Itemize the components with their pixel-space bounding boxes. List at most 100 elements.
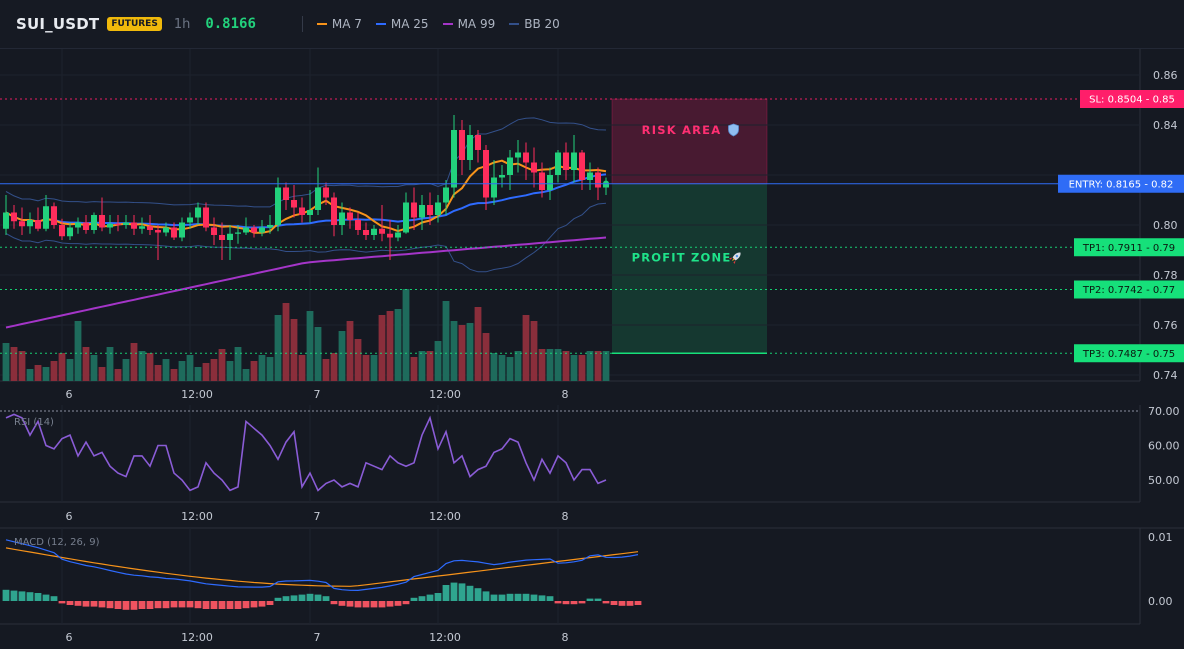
volume-bar [426,351,434,381]
candle-body [107,223,113,228]
candle-body [555,152,561,175]
macd-histogram-bar [34,593,42,601]
candle-body [467,135,473,160]
volume-bar [522,315,530,381]
symbol-name[interactable]: SUI_USDT [16,15,100,33]
candle-body [427,205,433,215]
macd-histogram-bar [578,601,586,604]
macd-histogram-bar [370,601,378,608]
candle-body [187,217,193,223]
candle-body [355,220,361,230]
volume-bar [314,327,322,381]
shield-icon [728,123,739,137]
time-tick-label: 8 [562,631,569,644]
macd-histogram-bar [50,596,58,601]
candle-body [379,228,385,234]
time-tick-label: 8 [562,510,569,523]
candle-body [539,172,545,190]
volume-bar [442,301,450,381]
tp1-level-tag [1074,238,1184,257]
volume-bar [338,331,346,381]
candle-body [99,215,105,228]
volume-bars [2,289,610,381]
volume-bar [482,333,490,381]
macd-histogram-bar [426,594,434,601]
legend-item-ma99[interactable]: MA 99 [442,17,496,31]
macd-line [5,539,639,592]
candle-body [563,152,569,170]
macd-histogram-bar [114,601,122,609]
time-tick-label: 12:00 [181,631,213,644]
volume-bar [602,351,610,381]
tp1-level-label: TP1: 0.7911 - 0.79 [1082,243,1175,254]
risk-area-label: RISK AREA [642,123,722,137]
macd-histogram-bar [202,601,210,609]
moving-averages [5,159,607,329]
trade-levels: SL: 0.8504 - 0.85 ENTRY: 0.8165 - 0.82 TP1… [0,90,1184,363]
candle-body [259,227,265,233]
volume-bar [586,351,594,381]
volume-bar [234,347,242,381]
volume-bar [362,355,370,381]
macd-histogram-bar [170,601,178,608]
candle-body [275,187,281,225]
macd-histogram-bar [186,601,194,608]
macd-tick-label: 0.00 [1148,595,1173,608]
candle-body [51,206,57,225]
time-tick-label: 7 [314,631,321,644]
rsi-panel: 70.00 60.00 50.00 RSI (14) [0,405,1180,492]
volume-bar [218,349,226,381]
legend-label-ma99: MA 99 [457,17,496,31]
risk-area-zone [612,99,767,184]
macd-histogram-bar [546,596,554,601]
candle-body [347,212,353,220]
futures-badge: FUTURES [107,17,162,31]
candle-body [451,130,457,188]
candle-body [363,230,369,235]
timeframe-selector[interactable]: 1h [173,16,191,32]
legend-item-bb20[interactable]: BB 20 [509,17,560,31]
volume-bar [322,359,330,381]
macd-histogram-bar [418,596,426,601]
volume-bar [330,353,338,381]
candle-body [75,222,81,228]
volume-bar [370,355,378,381]
macd-histogram-bar [634,601,642,605]
volume-bar [306,311,314,381]
macd-histogram-bar [82,601,90,607]
price-tick-label: 0.76 [1153,319,1178,332]
macd-histogram-bar [602,601,610,604]
volume-bar [530,321,538,381]
macd-histogram-bar [346,601,354,607]
candle-body [499,175,505,178]
macd-title: MACD (12, 26, 9) [14,537,100,548]
macd-histogram-bar [66,601,74,605]
volume-bar [498,355,506,381]
candle-body [523,152,529,163]
macd-histogram-bar [322,596,330,601]
candle-body [515,152,521,158]
legend-item-ma7[interactable]: MA 7 [316,17,362,31]
candle-body [171,227,177,238]
candle-body [475,135,481,150]
candle-body [323,187,329,198]
macd-histogram-bar [306,593,314,601]
candle-body [251,227,257,233]
macd-histogram-bar [378,601,386,608]
volume-bar [114,369,122,381]
candle-body [155,230,161,233]
macd-histogram-bar [442,585,450,601]
indicator-legend: MA 7 MA 25 MA 99 BB 20 [316,17,574,31]
volume-bar [50,361,58,381]
rsi-tick-label: 60.00 [1148,440,1180,453]
candle-body [579,152,585,180]
tp3-level-tag [1074,344,1184,363]
volume-bar [546,349,554,381]
legend-item-ma25[interactable]: MA 25 [375,17,429,31]
candle-body [11,212,17,222]
macd-histogram-bar [530,594,538,601]
macd-histogram-bar [130,601,138,610]
macd-histogram-bar [210,601,218,609]
candle-body [459,130,465,160]
